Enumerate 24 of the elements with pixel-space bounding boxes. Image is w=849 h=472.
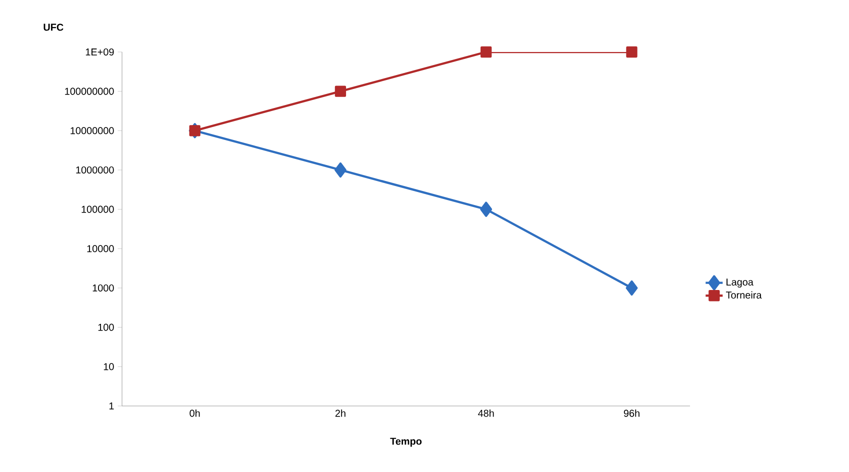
point [480, 202, 492, 217]
y-tick-label: 100000 [82, 206, 114, 213]
x-axis-title: Tempo [390, 438, 422, 447]
legend-label: Torneira [726, 291, 762, 299]
point [626, 46, 638, 58]
point [334, 162, 346, 178]
x-tick-label: 48h [478, 410, 494, 417]
legend-label: Lagoa [726, 278, 754, 288]
x-tick-label: 96h [624, 410, 640, 417]
y-tick-label: 10000 [87, 245, 114, 252]
y-axis-title: UFC [44, 24, 64, 31]
y-tick-label: 100 [98, 324, 114, 331]
point [626, 280, 638, 296]
y-tick-label: 10 [104, 363, 114, 370]
y-tick-label: 1000 [92, 284, 114, 292]
y-tick-label: 1 [109, 402, 114, 410]
point [480, 46, 492, 58]
x-tick-label: 2h [335, 410, 346, 417]
point [334, 86, 346, 97]
y-tick-label: 100000000 [65, 88, 114, 95]
y-tick-label: 1E+09 [86, 48, 114, 56]
y-tick-label: 10000000 [70, 127, 114, 134]
x-tick-label: 0h [190, 410, 200, 417]
y-tick-label: 1000000 [76, 166, 114, 174]
